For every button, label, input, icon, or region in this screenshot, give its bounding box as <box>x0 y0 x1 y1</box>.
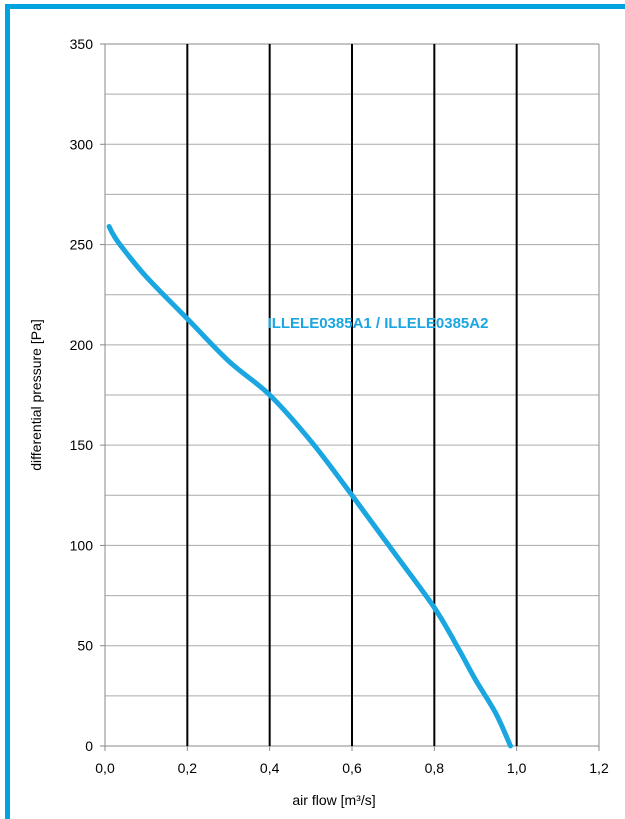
frame-left-border <box>5 4 10 819</box>
y-tick-label: 50 <box>77 638 93 654</box>
y-tick-label: 350 <box>70 36 94 52</box>
y-tick-label: 250 <box>70 237 94 253</box>
y-tick-label: 200 <box>70 337 94 353</box>
series-label: ILLELE0385A1 / ILLELE0385A2 <box>268 315 489 332</box>
x-tick-label: 0,4 <box>260 760 280 776</box>
y-tick-label: 100 <box>70 537 94 553</box>
x-tick-label: 0,2 <box>178 760 198 776</box>
series-lines <box>106 224 513 749</box>
x-tick-label: 1,2 <box>589 760 609 776</box>
x-tick-label: 0,0 <box>95 760 115 776</box>
x-tick-label: 0,8 <box>425 760 445 776</box>
y-tick-label: 300 <box>70 136 94 152</box>
y-tick-label: 150 <box>70 437 94 453</box>
tick-labels: 0,0 0,2 0,4 0,6 0,8 1,0 1,2 0 50 100 150 200 250 300 3… <box>70 36 609 776</box>
y-axis-title: differential pressure [Pa] <box>28 319 44 471</box>
frame-top-border <box>5 4 625 9</box>
y-tick-label: 0 <box>85 738 93 754</box>
x-axis-title: air flow [m³/s] <box>292 792 375 808</box>
x-tick-label: 1,0 <box>507 760 527 776</box>
grid-lines <box>100 43 600 751</box>
series-line <box>106 224 513 749</box>
x-tick-label: 0,6 <box>342 760 362 776</box>
